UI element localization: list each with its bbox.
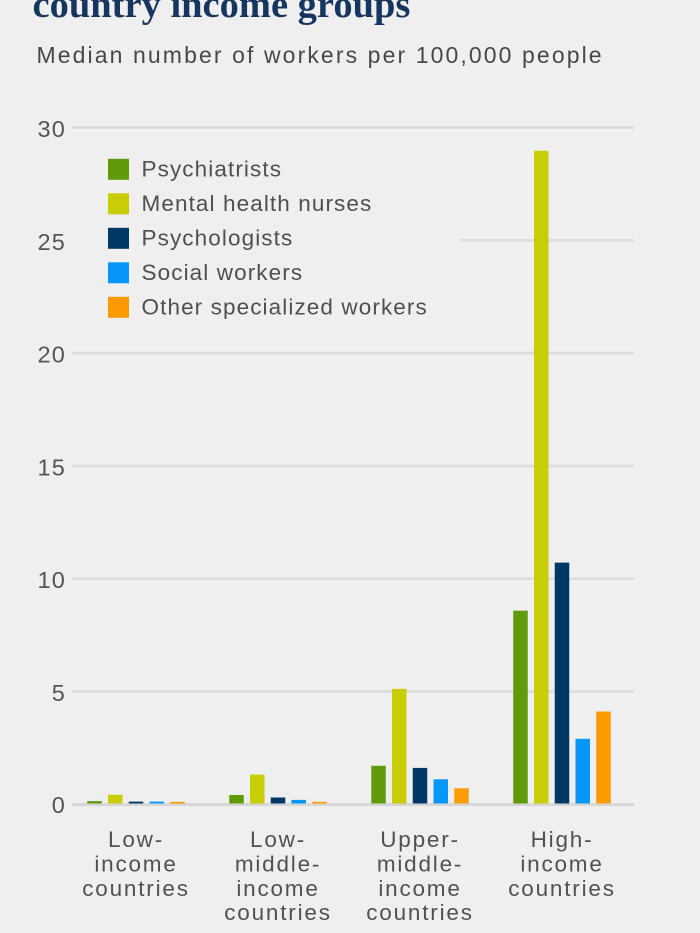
svg-text:countries: countries [366, 900, 474, 925]
svg-text:Median number of workers per 1: Median number of workers per 100,000 peo… [37, 42, 604, 68]
svg-text:middle-: middle- [377, 851, 463, 876]
svg-text:Mental health nurses: Mental health nurses [142, 191, 373, 216]
svg-text:Upper-: Upper- [380, 827, 460, 852]
svg-text:income: income [378, 876, 461, 901]
svg-text:High-: High- [531, 827, 594, 852]
svg-text:income: income [94, 851, 177, 876]
svg-text:countries: countries [82, 876, 190, 901]
svg-text:25: 25 [37, 229, 66, 255]
svg-text:countries: countries [508, 876, 616, 901]
svg-text:30: 30 [37, 116, 66, 142]
svg-text:Psychiatrists: Psychiatrists [142, 157, 283, 182]
svg-text:5: 5 [52, 680, 66, 706]
svg-text:20: 20 [37, 342, 66, 368]
svg-text:Social workers: Social workers [142, 260, 304, 285]
svg-text:income: income [520, 851, 603, 876]
svg-text:income: income [236, 876, 319, 901]
svg-text:0: 0 [52, 792, 66, 818]
svg-text:middle-: middle- [235, 851, 321, 876]
svg-text:Other specialized workers: Other specialized workers [142, 295, 428, 320]
svg-text:10: 10 [37, 567, 66, 593]
svg-text:country income groups: country income groups [33, 0, 411, 26]
svg-text:Psychologists: Psychologists [142, 226, 294, 251]
svg-text:Low-: Low- [108, 827, 164, 852]
svg-text:Low-: Low- [250, 827, 306, 852]
svg-text:15: 15 [37, 454, 66, 480]
svg-text:countries: countries [224, 900, 332, 925]
